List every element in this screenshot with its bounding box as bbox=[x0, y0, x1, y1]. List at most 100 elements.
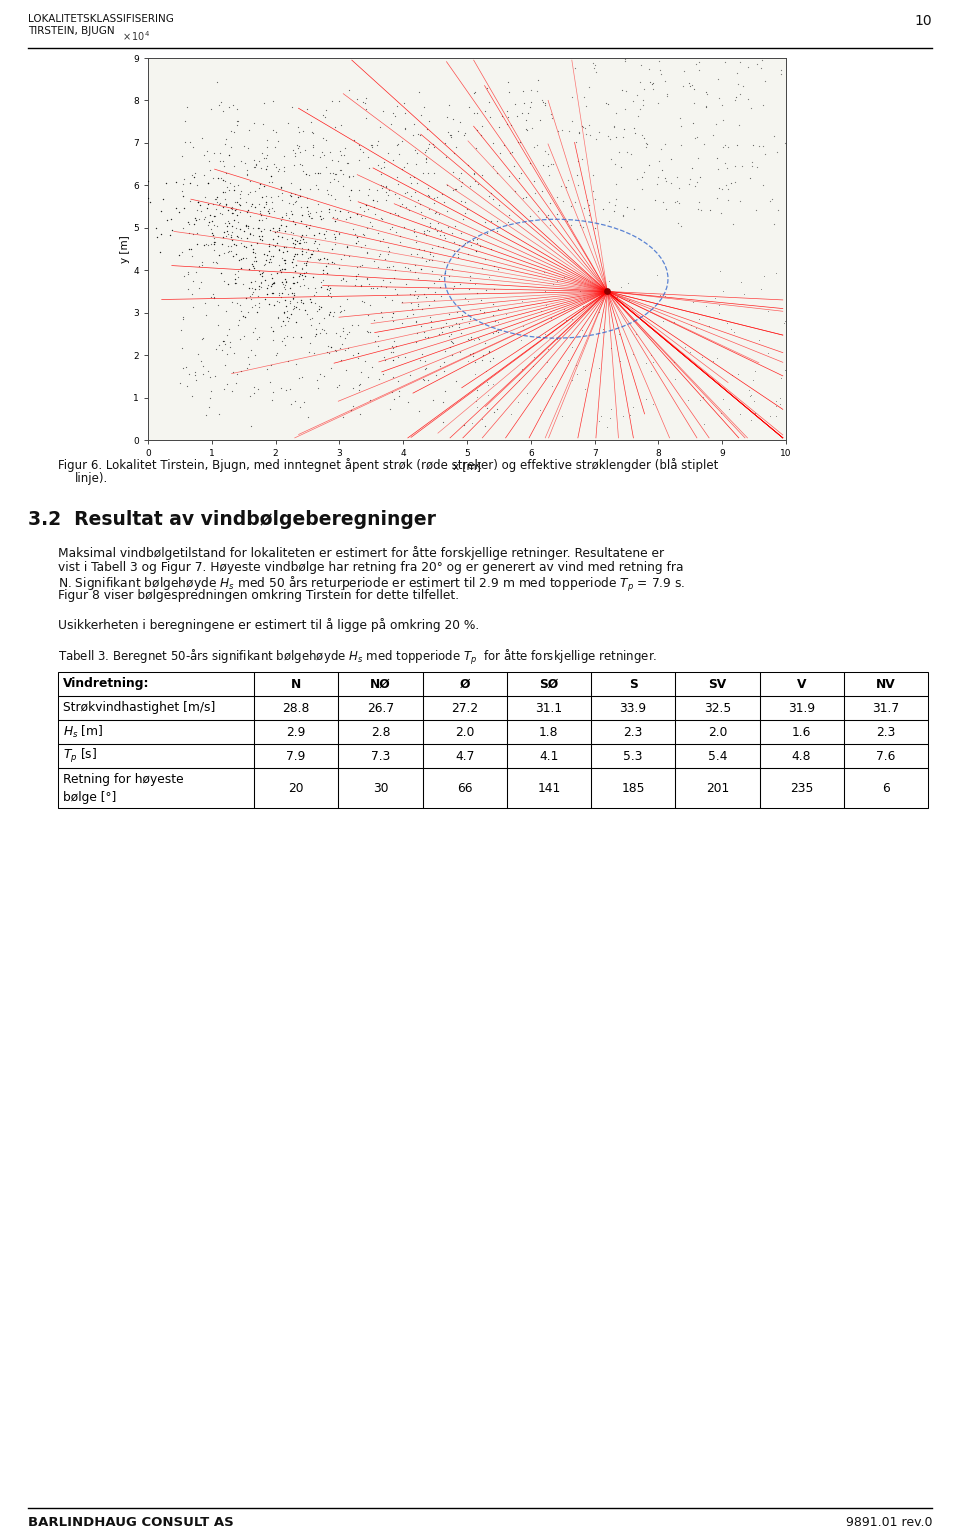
Point bbox=[286, 137, 301, 161]
Point bbox=[189, 198, 204, 222]
Point bbox=[229, 190, 245, 215]
Point bbox=[769, 140, 784, 164]
Point bbox=[365, 276, 380, 301]
Point bbox=[581, 112, 596, 137]
Point bbox=[639, 132, 655, 156]
Point bbox=[285, 209, 300, 233]
Point bbox=[398, 195, 414, 219]
Point bbox=[208, 250, 224, 275]
Point bbox=[719, 173, 734, 198]
Point bbox=[254, 261, 270, 285]
Point bbox=[278, 324, 294, 348]
Point bbox=[543, 152, 559, 176]
Point bbox=[554, 118, 569, 143]
Point bbox=[435, 314, 450, 339]
Point bbox=[225, 219, 240, 244]
Point bbox=[195, 253, 210, 278]
Point bbox=[572, 121, 588, 146]
Point bbox=[223, 334, 238, 359]
Point bbox=[285, 255, 300, 279]
Text: $H_s$ [m]: $H_s$ [m] bbox=[63, 724, 104, 739]
Point bbox=[230, 259, 246, 284]
Point bbox=[361, 272, 376, 296]
Point bbox=[611, 140, 626, 164]
Point bbox=[732, 81, 748, 106]
Point bbox=[690, 196, 706, 221]
Point bbox=[261, 239, 276, 264]
Point bbox=[188, 207, 204, 232]
Point bbox=[578, 357, 593, 382]
Point bbox=[417, 321, 432, 345]
Point bbox=[444, 330, 460, 354]
Point bbox=[482, 264, 497, 288]
Point bbox=[645, 77, 660, 101]
Point bbox=[709, 146, 725, 170]
Point bbox=[311, 296, 326, 321]
Point bbox=[303, 290, 319, 314]
Point bbox=[518, 107, 534, 132]
Text: 5.3: 5.3 bbox=[623, 750, 643, 762]
Point bbox=[188, 368, 204, 393]
Point bbox=[232, 192, 248, 216]
Point bbox=[743, 166, 758, 190]
Point bbox=[355, 91, 371, 115]
Point bbox=[280, 282, 296, 307]
Point bbox=[309, 281, 324, 305]
Point bbox=[197, 163, 212, 187]
Point bbox=[386, 301, 401, 325]
Point bbox=[262, 247, 277, 272]
Point bbox=[564, 307, 580, 331]
Point bbox=[515, 101, 530, 126]
Point bbox=[694, 345, 709, 370]
Point bbox=[331, 89, 347, 114]
Point bbox=[361, 144, 376, 169]
Point bbox=[181, 212, 197, 236]
Point bbox=[643, 359, 659, 384]
Point bbox=[277, 272, 293, 296]
Point bbox=[212, 201, 228, 225]
Bar bbox=[675, 744, 759, 769]
Point bbox=[300, 198, 315, 222]
Point bbox=[641, 153, 657, 178]
Point bbox=[371, 255, 386, 279]
Point bbox=[266, 272, 281, 296]
Point bbox=[346, 342, 361, 367]
Point bbox=[667, 367, 683, 391]
Point bbox=[293, 232, 308, 256]
Point bbox=[587, 215, 602, 239]
Point bbox=[237, 305, 252, 330]
Point bbox=[302, 307, 318, 331]
Point bbox=[199, 140, 214, 164]
Point bbox=[518, 117, 534, 141]
Point bbox=[322, 196, 337, 221]
Point bbox=[622, 287, 637, 311]
Point bbox=[416, 281, 431, 305]
Point bbox=[253, 155, 269, 179]
Point bbox=[468, 272, 483, 296]
Bar bbox=[844, 672, 928, 696]
Point bbox=[380, 235, 396, 259]
Point bbox=[252, 172, 268, 196]
Point bbox=[711, 301, 727, 325]
Point bbox=[198, 204, 213, 229]
Point bbox=[231, 216, 247, 241]
Point bbox=[232, 327, 248, 351]
Point bbox=[397, 100, 413, 124]
Point bbox=[346, 394, 361, 419]
Point bbox=[769, 390, 784, 414]
Text: Strøkvindhastighet [m/s]: Strøkvindhastighet [m/s] bbox=[63, 701, 215, 715]
Point bbox=[247, 268, 262, 293]
Point bbox=[391, 344, 406, 368]
Point bbox=[467, 161, 482, 186]
Point bbox=[217, 179, 232, 204]
Point bbox=[253, 207, 269, 232]
Point bbox=[623, 402, 638, 426]
Point bbox=[675, 74, 690, 98]
Point bbox=[258, 249, 274, 273]
Point bbox=[256, 173, 272, 198]
Point bbox=[293, 195, 308, 219]
Point bbox=[751, 133, 766, 158]
Point bbox=[485, 345, 500, 370]
Point bbox=[375, 227, 391, 252]
Point bbox=[260, 153, 276, 178]
